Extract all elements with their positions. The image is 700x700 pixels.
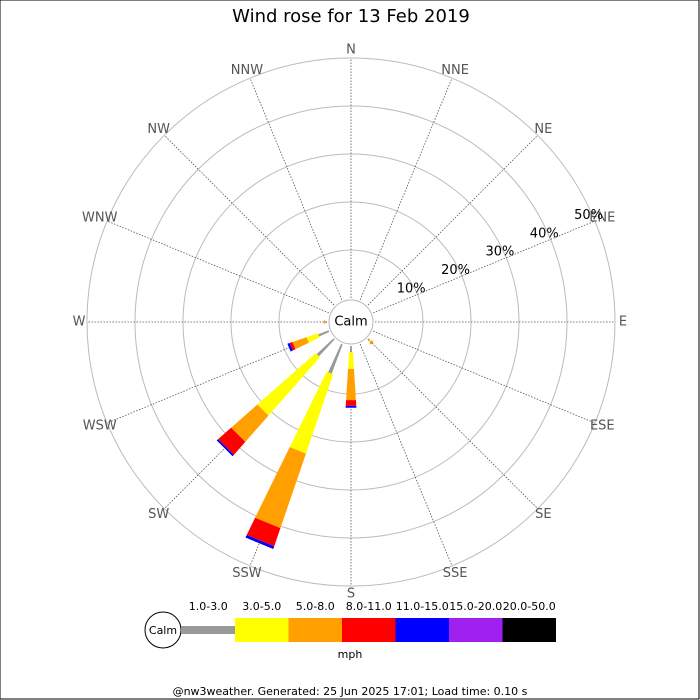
wind-segment [218,427,246,455]
direction-label: WSW [83,419,117,434]
legend-swatch [235,618,289,642]
spoke [249,77,343,300]
r-tick-label: 50% [574,208,603,223]
direction-label: ENE [589,210,615,225]
legend-swatch [288,618,342,642]
wind-segment [328,343,343,374]
direction-label: WNW [82,210,118,225]
direction-label: S [347,587,355,602]
wind-segment [349,345,353,353]
wind-segment [346,368,356,401]
legend-swatch [395,618,449,642]
wind-segment [287,342,293,352]
legend-swatch [342,618,396,642]
r-tick-label: 40% [530,226,559,241]
legend-swatch [502,618,556,642]
wind-segment [318,330,330,337]
footer: @nw3weather. Generated: 25 Jun 2025 17:0… [173,685,528,698]
spoke [106,220,329,314]
chart-title: Wind rose for 13 Feb 2019 [232,6,470,27]
wind-segment [289,342,296,351]
wind-segment [292,337,309,350]
legend-label: 15.0-20.0 [449,600,502,613]
r-tick-label: 30% [485,245,514,260]
direction-label: N [346,43,356,58]
direction-label: NW [147,122,170,137]
calm-label: Calm [334,315,367,330]
legend-label: 3.0-5.0 [242,600,281,613]
legend-label: 1.0-3.0 [189,600,228,613]
wind-segment [246,517,281,547]
legend-unit: mph [338,648,363,661]
legend-label: 8.0-11.0 [346,600,392,613]
direction-label: SW [148,507,169,522]
wind-segment [323,320,326,324]
wind-segment [348,352,354,369]
wind-segment [257,353,320,416]
direction-label: ESE [590,419,615,434]
direction-label: SE [535,507,551,522]
legend-calm-label: Calm [149,624,177,637]
r-tick-label: 10% [397,281,426,296]
legend-label: 20.0-50.0 [503,600,556,613]
direction-label: W [73,315,86,330]
legend-label: 11.0-15.0 [396,600,449,613]
wind-segment [368,339,372,343]
direction-label: NNE [441,63,469,78]
legend-label: 5.0-8.0 [296,600,335,613]
direction-label: E [619,315,627,330]
wind-segment [231,404,269,442]
spoke [367,338,538,509]
calm-circle [328,299,374,345]
r-tick-label: 20% [441,263,470,278]
wind-segment [325,321,328,323]
wind-segment [345,400,357,406]
wind-segment [367,338,371,342]
spoke [359,344,453,567]
wind-segment [370,341,374,345]
grid-ring [86,57,616,587]
spoke [373,330,596,424]
wind-segment [316,338,335,357]
wind-segment [255,447,306,529]
spoke [373,220,596,314]
spoke [359,77,453,300]
direction-label: NNW [231,63,263,78]
spoke [367,135,538,306]
legend-swatch [181,626,235,634]
direction-label: SSW [232,566,262,581]
legend-swatch [449,618,503,642]
wind-segment [216,439,234,457]
spoke [164,135,335,306]
wind-segment [245,534,275,550]
wind-segment [345,405,357,408]
direction-label: NE [534,122,552,137]
wind-segment [306,333,320,343]
wind-segment [369,340,373,344]
direction-label: SSE [443,566,468,581]
wind-segment [289,371,334,454]
